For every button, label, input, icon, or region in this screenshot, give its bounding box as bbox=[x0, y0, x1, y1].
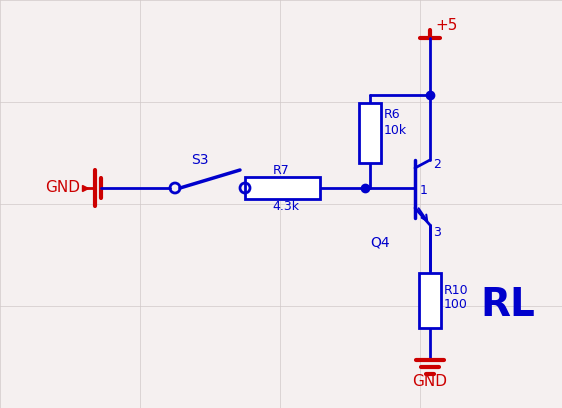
Text: S3: S3 bbox=[191, 153, 209, 167]
Text: 2: 2 bbox=[433, 158, 441, 171]
Text: 100: 100 bbox=[444, 299, 468, 311]
Text: +5: +5 bbox=[435, 18, 457, 33]
Text: RL: RL bbox=[480, 286, 535, 324]
Bar bbox=[419, 273, 441, 328]
Text: 1: 1 bbox=[420, 184, 428, 197]
Bar bbox=[245, 177, 320, 199]
Text: 3: 3 bbox=[433, 226, 441, 239]
Text: GND: GND bbox=[45, 180, 80, 195]
Text: R10: R10 bbox=[444, 284, 469, 297]
Text: R6: R6 bbox=[384, 109, 401, 122]
Text: 4.3k: 4.3k bbox=[273, 200, 300, 213]
Bar bbox=[359, 103, 381, 163]
Text: GND: GND bbox=[413, 375, 447, 390]
Text: Q4: Q4 bbox=[370, 236, 389, 250]
Text: 10k: 10k bbox=[384, 124, 407, 137]
Text: R7: R7 bbox=[273, 164, 289, 177]
